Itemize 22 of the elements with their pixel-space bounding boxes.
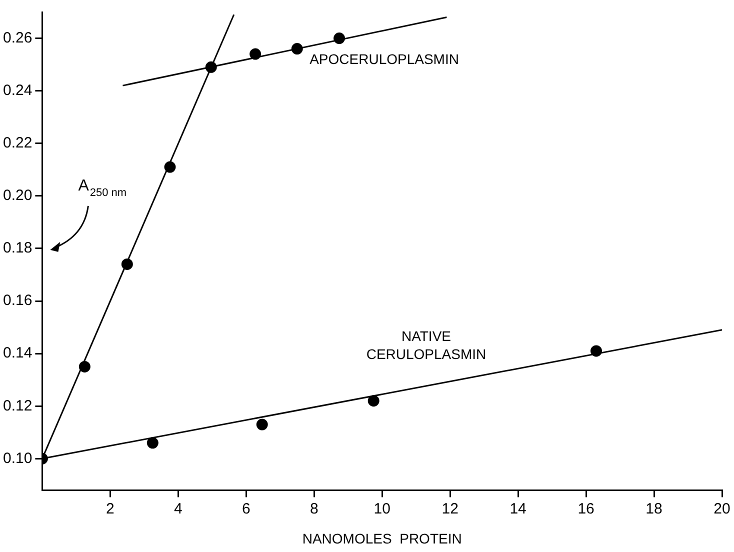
x-tick-label: 14 [510,500,526,518]
x-tick-label: 18 [646,500,662,518]
y-tick-label: 0.12 [2,397,32,414]
series-label: APOCERULOPLASMIN [310,51,459,68]
x-tick-label: 8 [310,500,318,518]
y-tick-label: 0.10 [2,450,32,467]
x-tick-label: 4 [174,500,182,518]
x-tick-label: 20 [714,500,730,518]
y-tick-label: 0.22 [2,134,32,152]
y-tick-label: 0.18 [2,240,32,257]
y-tick-label: 0.26 [2,29,32,46]
x-tick-label: 2 [106,500,114,518]
x-tick-label: 12 [442,500,458,518]
x-axis-title: NANOMOLES PROTEIN [302,530,462,546]
y-tick-label: 0.16 [2,292,32,310]
x-tick-label: 6 [242,500,250,518]
x-tick-label: 10 [374,500,390,518]
y-tick-label: 0.20 [2,187,32,204]
y-tick-label: 0.24 [2,82,32,99]
text: NATIVE CERULOPLASMIN [366,328,486,362]
x-tick-label: 16 [578,500,594,518]
y-tick-label: 0.14 [2,344,32,362]
